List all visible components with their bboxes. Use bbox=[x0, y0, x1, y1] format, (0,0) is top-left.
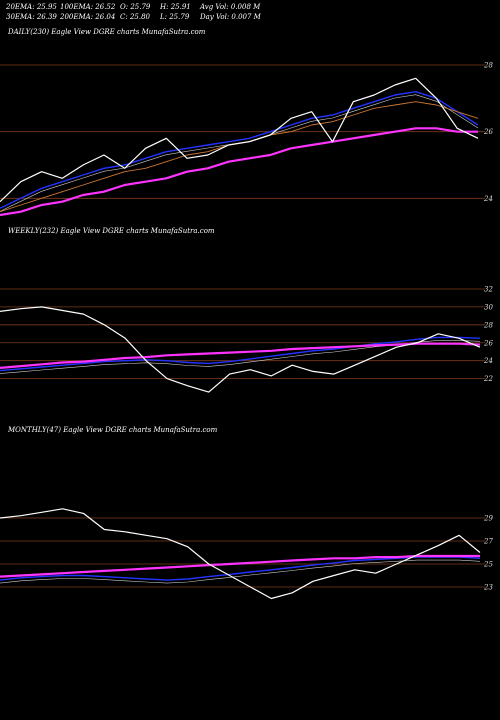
header-high: H: 25.91 bbox=[160, 3, 191, 11]
header-ema20: 20EMA: 25.95 bbox=[6, 3, 57, 11]
header-day-vol: Day Vol: 0.007 M bbox=[200, 13, 261, 21]
header-avg-vol: Avg Vol: 0.008 M bbox=[200, 3, 261, 11]
weekly-ema-fast-line bbox=[0, 336, 481, 372]
daily-y-tick-label: 26 bbox=[483, 128, 493, 136]
weekly-y-tick-label: 32 bbox=[484, 285, 493, 293]
monthly-y-tick-label: 27 bbox=[483, 538, 493, 546]
daily-y-tick-label: 24 bbox=[483, 195, 493, 203]
daily-ema-mid-line bbox=[0, 101, 479, 213]
header-low: L: 25.79 bbox=[160, 13, 190, 21]
weekly-y-tick-label: 24 bbox=[483, 357, 493, 365]
header-ema200: 200EMA: 26.04 bbox=[60, 13, 116, 21]
weekly-y-tick-label: 28 bbox=[483, 321, 493, 329]
monthly-y-tick-label: 25 bbox=[483, 561, 493, 569]
weekly-price-line bbox=[0, 306, 481, 393]
monthly-y-tick-label: 23 bbox=[483, 584, 493, 592]
header-ema30: 30EMA: 26.39 bbox=[6, 13, 57, 21]
daily-panel-title: DAILY(230) Eagle View DGRE charts Munafa… bbox=[8, 28, 206, 36]
monthly-y-tick-label: 29 bbox=[483, 515, 493, 523]
daily-ema-band-line bbox=[0, 94, 479, 212]
weekly-y-tick-label: 22 bbox=[483, 375, 493, 383]
monthly-price-line bbox=[0, 508, 481, 600]
monthly-panel-title: MONTHLY(47) Eagle View DGRE charts Munaf… bbox=[8, 426, 218, 434]
weekly-panel-title: WEEKLY(232) Eagle View DGRE charts Munaf… bbox=[8, 227, 215, 235]
weekly-ema-long-line bbox=[0, 342, 481, 369]
header-close: C: 25.80 bbox=[120, 13, 150, 21]
daily-panel: 28 26 24 bbox=[0, 62, 493, 217]
daily-ema-fast-line bbox=[0, 91, 479, 209]
monthly-ema-band-line bbox=[0, 559, 481, 584]
daily-price-line bbox=[0, 77, 479, 203]
weekly-y-tick-label: 30 bbox=[484, 303, 493, 311]
monthly-ema-fast-line bbox=[0, 556, 481, 581]
weekly-y-tick-label: 26 bbox=[483, 339, 493, 347]
monthly-panel: 29 27 25 23 bbox=[0, 508, 493, 600]
daily-ema-long-line bbox=[0, 127, 478, 217]
monthly-ema-long-line bbox=[0, 554, 480, 578]
weekly-panel: 32 30 28 26 24 22 bbox=[0, 285, 493, 393]
header-open: O: 25.79 bbox=[120, 3, 151, 11]
daily-y-tick-label: 28 bbox=[483, 62, 493, 70]
header-ema100: 100EMA: 26.52 bbox=[60, 3, 116, 11]
